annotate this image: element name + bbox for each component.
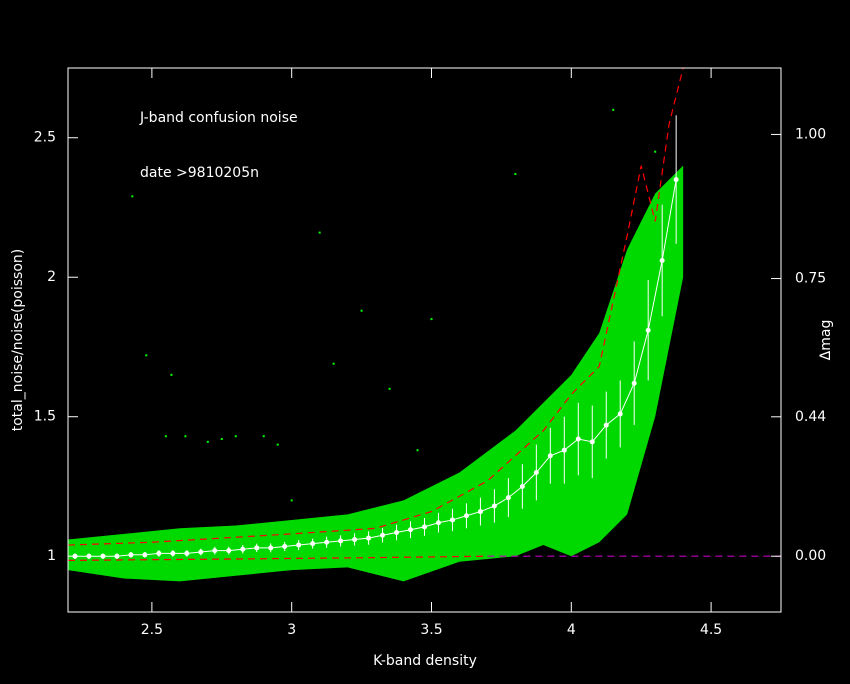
median-point — [324, 539, 330, 545]
outlier-point — [145, 354, 148, 357]
median-point — [617, 411, 623, 417]
outlier-point — [220, 438, 223, 441]
median-point — [142, 552, 148, 558]
median-point — [114, 553, 120, 559]
y-tick-label: 1 — [47, 548, 56, 564]
y-tick-label: 2.5 — [34, 130, 56, 146]
median-point — [603, 422, 609, 428]
outlier-point — [131, 195, 134, 198]
y-tick-label: 2 — [47, 269, 56, 285]
median-point — [366, 535, 372, 541]
y2-tick-label: 0.75 — [795, 271, 826, 287]
outlier-point — [318, 231, 321, 234]
median-point — [338, 538, 344, 544]
outlier-point — [234, 435, 237, 438]
median-point — [100, 553, 106, 559]
outlier-point — [170, 373, 173, 376]
annotation: J-band confusion noise — [139, 110, 298, 126]
median-point — [463, 513, 469, 519]
outlier-point — [262, 435, 265, 438]
y2-axis-label: Δmag — [818, 320, 834, 361]
median-point — [240, 546, 246, 552]
median-point — [477, 509, 483, 515]
median-point — [435, 520, 441, 526]
median-point — [352, 536, 358, 542]
x-axis-label: K-band density — [373, 653, 477, 669]
outlier-point — [654, 150, 657, 153]
outlier-point — [416, 449, 419, 452]
outlier-point — [164, 435, 167, 438]
median-point — [212, 548, 218, 554]
median-point — [673, 177, 679, 183]
y-axis-label: total_noise/noise(poisson) — [10, 249, 26, 432]
median-point — [422, 524, 427, 530]
x-tick-label: 3.5 — [420, 622, 442, 638]
dashed-line — [67, 555, 488, 561]
median-point — [296, 542, 302, 548]
median-point — [184, 550, 190, 556]
median-point — [533, 470, 539, 476]
median-point — [198, 549, 204, 555]
y2-tick-label: 1.00 — [795, 126, 826, 142]
x-tick-label: 2.5 — [141, 622, 163, 638]
median-point — [645, 327, 651, 333]
plot-frame — [67, 67, 782, 613]
median-point — [505, 495, 511, 501]
median-point — [128, 552, 134, 558]
x-tick-label: 3 — [287, 622, 296, 638]
median-point — [659, 257, 665, 263]
y2-tick-label: 0.44 — [795, 409, 826, 425]
median-point — [282, 543, 288, 549]
median-point — [408, 527, 414, 533]
outlier-point — [430, 318, 433, 321]
median-point — [631, 380, 637, 386]
median-point — [170, 550, 176, 556]
outlier-point — [360, 309, 363, 312]
median-point — [86, 553, 92, 559]
median-point — [519, 483, 525, 489]
outlier-point — [332, 362, 335, 365]
median-point — [561, 447, 567, 453]
median-point — [575, 436, 581, 442]
annotation: date >9810205n — [140, 165, 259, 181]
median-point — [491, 503, 497, 509]
outlier-point — [612, 108, 615, 111]
median-point — [547, 453, 553, 459]
point-cloud — [68, 165, 684, 582]
y-tick-label: 1.5 — [34, 409, 56, 425]
x-tick-label: 4.5 — [700, 622, 722, 638]
outlier-point — [276, 443, 279, 446]
outlier-point — [184, 435, 187, 438]
outlier-point — [514, 173, 517, 176]
dashed-line — [67, 67, 684, 546]
median-point — [380, 532, 386, 538]
median-point — [254, 545, 260, 551]
outlier-point — [206, 440, 209, 443]
median-point — [394, 529, 400, 535]
outlier-point — [388, 387, 391, 390]
median-point — [226, 548, 232, 554]
median-point — [268, 545, 274, 551]
median-point — [449, 517, 455, 523]
y2-tick-label: 0.00 — [795, 548, 826, 564]
median-point — [156, 550, 162, 556]
x-tick-label: 4 — [567, 622, 576, 638]
median-point — [589, 439, 595, 445]
median-point — [310, 541, 316, 547]
outlier-point — [290, 499, 293, 502]
